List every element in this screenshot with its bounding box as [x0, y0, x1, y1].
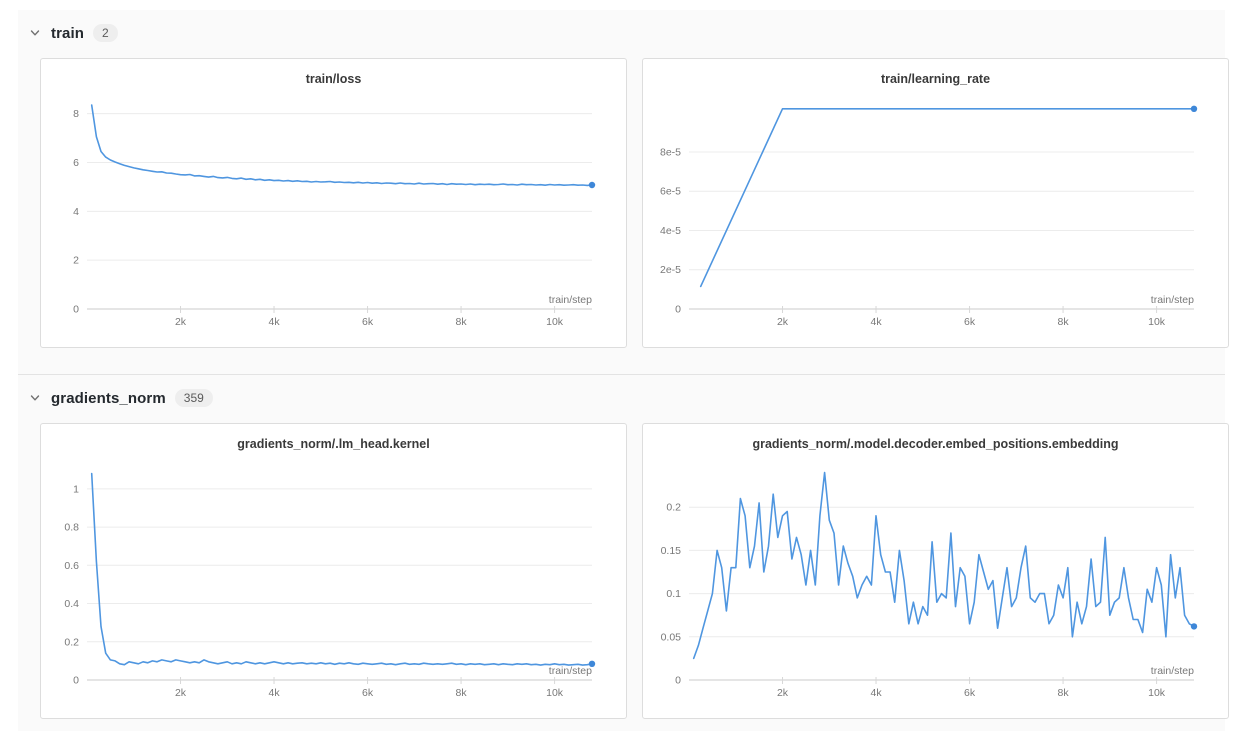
- svg-text:6k: 6k: [964, 316, 976, 328]
- svg-text:4k: 4k: [268, 316, 280, 328]
- section-title: train: [51, 24, 85, 42]
- svg-text:6k: 6k: [362, 687, 374, 699]
- svg-text:6k: 6k: [362, 316, 374, 328]
- svg-text:0.6: 0.6: [64, 560, 79, 572]
- svg-text:2k: 2k: [777, 316, 789, 328]
- svg-text:2k: 2k: [175, 687, 187, 699]
- svg-text:0: 0: [73, 304, 79, 316]
- svg-text:8k: 8k: [1058, 687, 1070, 699]
- panel-row: train/loss 0 2 4 6 8 2k 4k 6k 8k 10k train/step tr…: [40, 58, 1229, 348]
- line-chart-embed-positions[interactable]: 0 0.05 0.1 0.15 0.2 2k 4k 6k 8k 10k train/step: [643, 424, 1228, 718]
- section-count-badge: 2: [93, 24, 118, 42]
- svg-text:4k: 4k: [870, 687, 882, 699]
- svg-text:10k: 10k: [546, 316, 564, 328]
- chart-panel-train-loss[interactable]: train/loss 0 2 4 6 8 2k 4k 6k 8k 10k train/step: [40, 58, 627, 348]
- workspace: train 2 train/loss 0 2 4 6 8 2k 4k 6k 8k 10k train…: [18, 10, 1229, 731]
- svg-text:6: 6: [73, 157, 79, 169]
- line-chart-lm-head-kernel[interactable]: 0 0.2 0.4 0.6 0.8 1 2k 4k 6k 8k 10k train/step: [41, 424, 626, 718]
- svg-text:train/step: train/step: [549, 665, 592, 677]
- svg-text:train/step: train/step: [1151, 294, 1194, 306]
- section-header-train[interactable]: train 2: [18, 10, 1225, 58]
- svg-text:4: 4: [73, 206, 79, 218]
- section-count-badge: 359: [174, 389, 213, 407]
- svg-text:2: 2: [73, 255, 79, 267]
- svg-text:8k: 8k: [456, 687, 468, 699]
- section-title: gradients_norm: [51, 389, 166, 407]
- svg-text:2k: 2k: [777, 687, 789, 699]
- svg-text:6k: 6k: [964, 687, 976, 699]
- svg-text:8: 8: [73, 108, 79, 120]
- svg-text:0.8: 0.8: [64, 522, 79, 534]
- svg-text:2k: 2k: [175, 316, 187, 328]
- svg-text:0: 0: [675, 304, 681, 316]
- chart-panel-train-learning-rate[interactable]: train/learning_rate 0 2e-5 4e-5 6e-5 8e-5 2k 4…: [642, 58, 1229, 348]
- svg-text:4e-5: 4e-5: [660, 225, 681, 237]
- svg-text:0: 0: [73, 675, 79, 687]
- svg-text:8k: 8k: [456, 316, 468, 328]
- svg-text:6e-5: 6e-5: [660, 186, 681, 198]
- section-train: train 2 train/loss 0 2 4 6 8 2k 4k 6k 8k 10k train…: [18, 10, 1229, 375]
- chevron-down-icon[interactable]: [28, 391, 42, 405]
- svg-text:1: 1: [73, 483, 79, 495]
- svg-text:8k: 8k: [1058, 316, 1070, 328]
- line-chart-train-learning-rate[interactable]: 0 2e-5 4e-5 6e-5 8e-5 2k 4k 6k 8k 10k train/step: [643, 59, 1228, 347]
- line-chart-train-loss[interactable]: 0 2 4 6 8 2k 4k 6k 8k 10k train/step: [41, 59, 626, 347]
- chart-panel-lm-head-kernel[interactable]: gradients_norm/.lm_head.kernel 0 0.2 0.4 0.…: [40, 423, 627, 719]
- svg-text:4k: 4k: [268, 687, 280, 699]
- svg-text:0.4: 0.4: [64, 598, 79, 610]
- chevron-down-icon[interactable]: [28, 26, 42, 40]
- svg-text:10k: 10k: [1148, 687, 1166, 699]
- svg-text:10k: 10k: [1148, 316, 1166, 328]
- panel-row: gradients_norm/.lm_head.kernel 0 0.2 0.4 0.…: [40, 423, 1229, 719]
- svg-text:0.2: 0.2: [666, 502, 681, 514]
- svg-text:train/step: train/step: [549, 294, 592, 306]
- svg-text:10k: 10k: [546, 687, 564, 699]
- svg-text:0.05: 0.05: [661, 631, 682, 643]
- svg-text:train/step: train/step: [1151, 665, 1194, 677]
- svg-text:0: 0: [675, 675, 681, 687]
- svg-text:8e-5: 8e-5: [660, 146, 681, 158]
- svg-text:0.2: 0.2: [64, 636, 79, 648]
- svg-text:4k: 4k: [870, 316, 882, 328]
- svg-text:0.15: 0.15: [661, 545, 682, 557]
- svg-text:0.1: 0.1: [666, 588, 681, 600]
- section-header-gradients-norm[interactable]: gradients_norm 359: [18, 375, 1225, 423]
- chart-panel-embed-positions[interactable]: gradients_norm/.model.decoder.embed_posi…: [642, 423, 1229, 719]
- svg-text:2e-5: 2e-5: [660, 264, 681, 276]
- section-gradients-norm: gradients_norm 359 gradients_norm/.lm_he…: [18, 375, 1229, 731]
